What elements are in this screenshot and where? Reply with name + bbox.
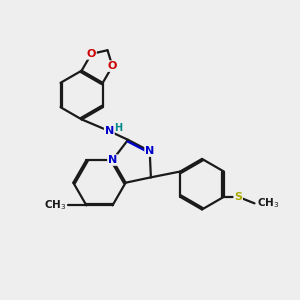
Text: CH$_3$: CH$_3$ bbox=[257, 196, 279, 210]
Text: S: S bbox=[234, 192, 242, 202]
Text: O: O bbox=[87, 49, 96, 59]
Text: N: N bbox=[108, 155, 117, 165]
Text: N: N bbox=[145, 146, 154, 156]
Text: N: N bbox=[105, 126, 114, 136]
Text: H: H bbox=[114, 123, 123, 133]
Text: O: O bbox=[108, 61, 117, 71]
Text: CH$_3$: CH$_3$ bbox=[44, 198, 67, 212]
